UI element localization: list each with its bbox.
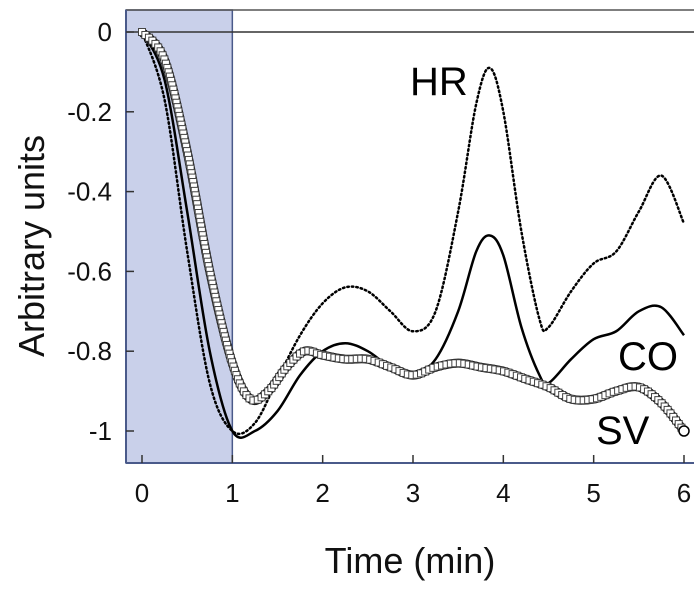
y-axis-title: Arbitrary units (11, 135, 52, 357)
series-group (138, 28, 690, 439)
series-label-hr: HR (410, 60, 468, 104)
y-tick-label: -1 (89, 416, 112, 446)
y-tick-label: -0.6 (67, 256, 112, 286)
highlight-interval (125, 9, 234, 464)
series-hr-line (140, 30, 686, 436)
x-tick-label: 5 (586, 478, 600, 508)
series-label-co: CO (618, 335, 678, 379)
series-labels: HR CO SV (410, 60, 678, 453)
x-tick-label: 2 (315, 478, 329, 508)
x-tick-label: 1 (225, 478, 239, 508)
series-sv-end-point (678, 425, 690, 437)
x-axis-ticks: 0 1 2 3 4 5 6 (135, 455, 691, 508)
y-tick-label: -0.2 (67, 97, 112, 127)
series-label-sv: SV (596, 409, 650, 453)
x-tick-label: 4 (496, 478, 510, 508)
x-axis-title: Time (min) (325, 540, 496, 581)
y-tick-label: 0 (98, 17, 112, 47)
y-tick-label: -0.4 (67, 177, 112, 207)
x-tick-label: 0 (135, 478, 149, 508)
plot-frame (125, 9, 694, 464)
x-tick-label: 6 (677, 478, 691, 508)
x-tick-label: 3 (406, 478, 420, 508)
y-tick-label: -0.8 (67, 336, 112, 366)
y-axis-ticks: 0 -0.2 -0.4 -0.6 -0.8 -1 (67, 17, 134, 446)
